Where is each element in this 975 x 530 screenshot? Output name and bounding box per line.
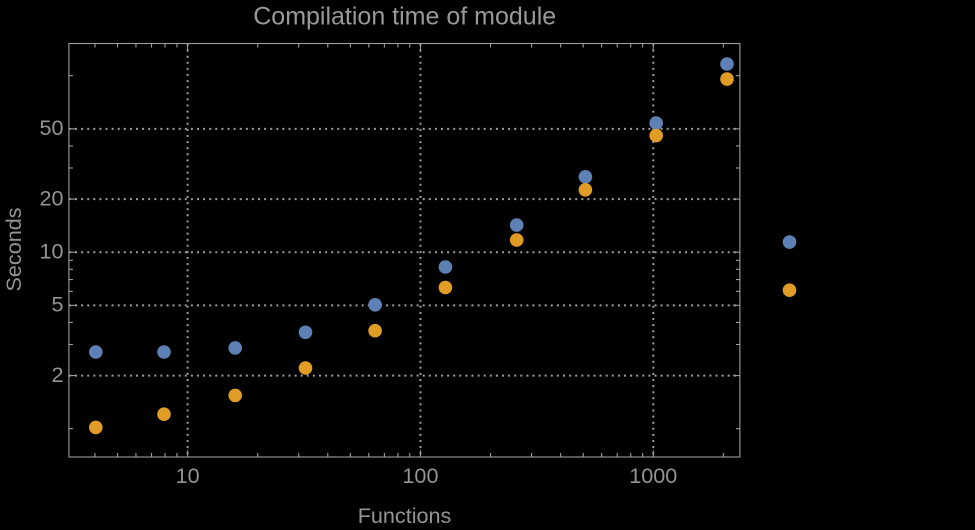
svg-text:10: 10 — [39, 238, 63, 263]
svg-text:5: 5 — [51, 292, 63, 317]
svg-text:50: 50 — [39, 115, 63, 140]
svg-text:20: 20 — [39, 185, 63, 210]
svg-text:Seconds: Seconds — [1, 207, 26, 291]
svg-text:10: 10 — [176, 463, 200, 488]
svg-text:2: 2 — [51, 362, 63, 387]
svg-text:100: 100 — [402, 463, 438, 488]
svg-text:1000: 1000 — [629, 463, 677, 488]
svg-text:Compilation time of module: Compilation time of module — [253, 3, 556, 31]
svg-text:Functions: Functions — [358, 503, 452, 525]
